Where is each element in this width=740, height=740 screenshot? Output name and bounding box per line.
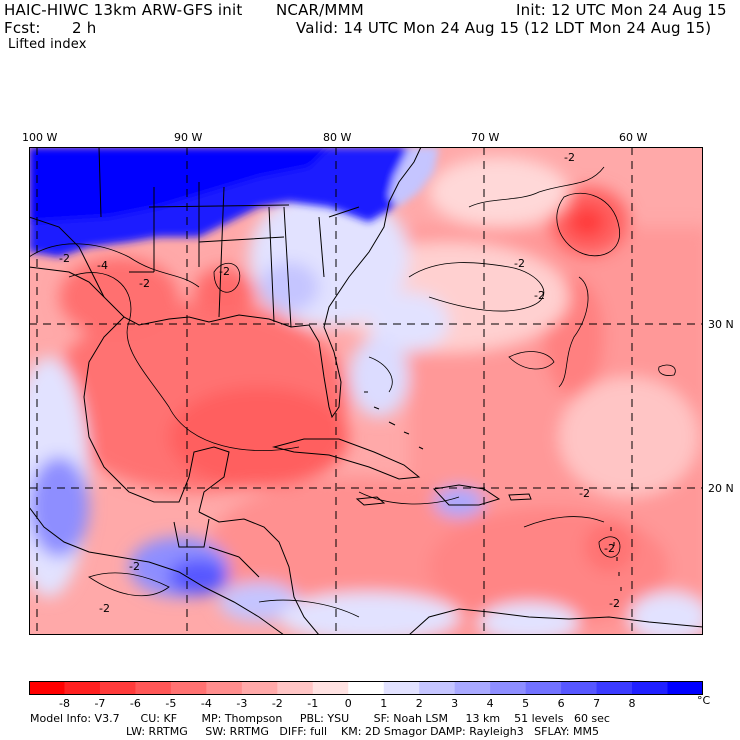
contour-label: -2	[139, 277, 150, 290]
fcst-value: 2 h	[72, 19, 97, 37]
colorbar-tick-label: -8	[58, 697, 70, 710]
org-label: NCAR/MMM	[276, 1, 364, 19]
colorbar-swatch	[490, 681, 527, 695]
colorbar-swatch	[667, 681, 703, 695]
graticule	[29, 147, 703, 635]
colorbar-tick-label: -5	[165, 697, 177, 710]
colorbar-tick-label: -1	[307, 697, 319, 710]
colorbar-swatch	[241, 681, 278, 695]
colorbar-swatch	[170, 681, 207, 695]
model-title: HAIC-HIWC 13km ARW-GFS init	[4, 1, 243, 19]
colorbar-tick-label: 6	[557, 697, 565, 710]
colorbar-swatch	[596, 681, 633, 695]
lifted-index-map: -2 -2 -2 -4 -2 -2 -2 -2 -2 -2 -2 -2	[29, 147, 703, 635]
contour-label: -2	[514, 257, 525, 270]
colorbar-swatch	[561, 681, 598, 695]
lat-label: 30 N	[708, 318, 734, 331]
colorbar-tick-label: -4	[200, 697, 212, 710]
colorbar-swatch	[64, 681, 101, 695]
colorbar-tick-label: -2	[271, 697, 283, 710]
colorbar-swatch	[99, 681, 136, 695]
lon-label: 70 W	[471, 131, 500, 144]
map-frame	[29, 147, 703, 635]
colorbar-tick-label: 4	[486, 697, 494, 710]
contour-label: -2	[579, 487, 590, 500]
colorbar-tick-label: -3	[236, 697, 248, 710]
init-time: Init: 12 UTC Mon 24 Aug 15	[516, 1, 727, 19]
colorbar-swatch	[383, 681, 420, 695]
colorbar	[29, 681, 703, 695]
contour-label: -2	[564, 151, 575, 164]
lat-label: 20 N	[708, 482, 734, 495]
contour-label: -2	[99, 602, 110, 615]
contour-label: -2	[609, 597, 620, 610]
colorbar-swatch	[135, 681, 172, 695]
colorbar-swatch	[419, 681, 456, 695]
contours	[29, 166, 676, 618]
colorbar-swatch	[277, 681, 314, 695]
coastlines	[29, 147, 703, 635]
colorbar-swatch	[632, 681, 669, 695]
contour-label: -2	[219, 265, 230, 278]
contour-label: -2	[59, 252, 70, 265]
colorbar-tick-label: 8	[628, 697, 636, 710]
colorbar-tick-label: 0	[344, 697, 352, 710]
colorbar-swatch	[312, 681, 349, 695]
contour-label: -2	[129, 560, 140, 573]
colorbar-swatch	[29, 681, 65, 695]
colorbar-swatch	[525, 681, 562, 695]
lon-label: 60 W	[619, 131, 648, 144]
field-name: Lifted index	[8, 37, 87, 52]
colorbar-swatch	[348, 681, 385, 695]
lon-label: 90 W	[174, 131, 203, 144]
contour-label: -2	[534, 289, 545, 302]
model-info-line2: LW: RRTMG SW: RRTMG DIFF: full KM: 2D Sm…	[126, 725, 599, 738]
fcst-label: Fcst:	[4, 19, 41, 37]
colorbar-tick-label: 7	[593, 697, 601, 710]
lon-label: 100 W	[22, 131, 58, 144]
model-info-line1: Model Info: V3.7 CU: KF MP: Thompson PBL…	[30, 712, 610, 725]
colorbar-tick-label: -7	[94, 697, 106, 710]
colorbar-tick-label: -6	[129, 697, 141, 710]
colorbar-tick-label: 3	[451, 697, 459, 710]
contour-label: -2	[604, 542, 615, 555]
colorbar-unit: °C	[697, 694, 711, 707]
colorbar-swatch	[206, 681, 243, 695]
valid-time: Valid: 14 UTC Mon 24 Aug 15 (12 LDT Mon …	[296, 19, 712, 37]
colorbar-tick-label: 5	[522, 697, 530, 710]
contour-label: -4	[97, 259, 108, 272]
colorbar-tick-label: 1	[380, 697, 388, 710]
lon-label: 80 W	[323, 131, 352, 144]
colorbar-tick-label: 2	[415, 697, 423, 710]
colorbar-swatch	[454, 681, 491, 695]
